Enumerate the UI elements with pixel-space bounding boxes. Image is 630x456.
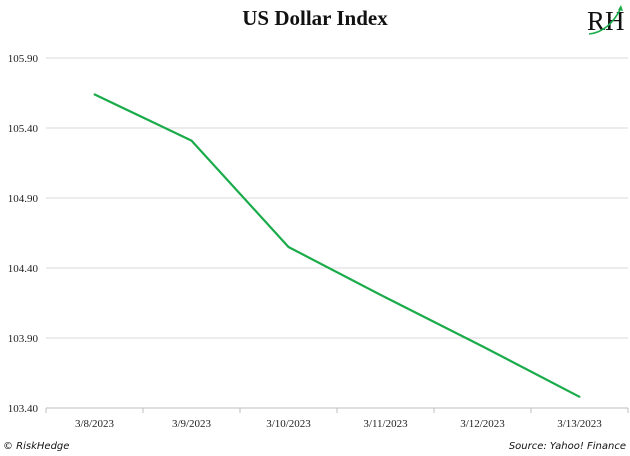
data-point bbox=[287, 246, 290, 248]
data-point bbox=[578, 395, 581, 398]
data-point bbox=[93, 93, 96, 96]
series-line bbox=[94, 93, 581, 398]
y-tick-label: 103.90 bbox=[8, 333, 39, 345]
x-tick-label: 3/13/2023 bbox=[557, 418, 602, 430]
copyright-text: © RiskHedge bbox=[3, 441, 70, 452]
y-tick-label: 104.90 bbox=[8, 193, 39, 205]
y-tick-label: 104.40 bbox=[8, 263, 39, 275]
x-tick-label: 3/12/2023 bbox=[460, 418, 505, 430]
chart-title: US Dollar Index bbox=[242, 6, 388, 30]
x-tick-label: 3/10/2023 bbox=[266, 418, 311, 430]
svg-text:RH: RH bbox=[587, 6, 625, 36]
data-point bbox=[190, 139, 193, 142]
x-tick-label: 3/11/2023 bbox=[363, 418, 408, 430]
riskhedge-logo: RH bbox=[587, 5, 625, 36]
x-tick-label: 3/8/2023 bbox=[75, 418, 115, 430]
y-tick-label: 103.40 bbox=[8, 403, 39, 415]
y-tick-label: 105.90 bbox=[8, 53, 39, 65]
data-point bbox=[384, 296, 387, 299]
source-text: Source: Yahoo! Finance bbox=[508, 441, 626, 452]
y-tick-label: 105.40 bbox=[8, 123, 39, 135]
data-point bbox=[481, 345, 484, 348]
x-tick-label: 3/9/2023 bbox=[172, 418, 212, 430]
